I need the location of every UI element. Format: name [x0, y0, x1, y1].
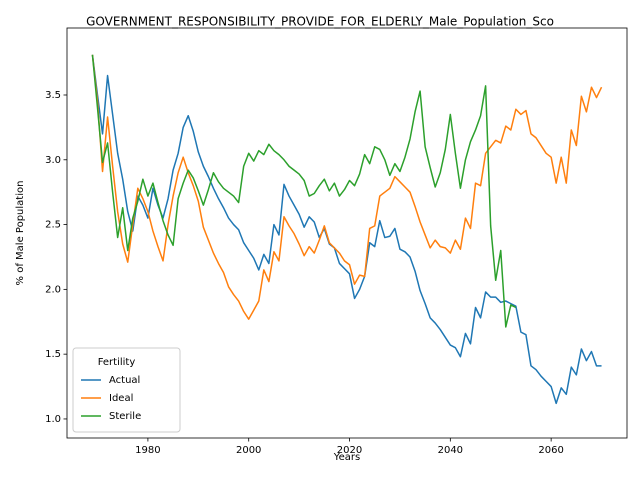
y-tick-label: 3.0 — [45, 155, 61, 166]
x-axis-label: Years — [333, 452, 360, 463]
y-tick-label: 2.5 — [45, 220, 61, 231]
x-tick-label: 1980 — [135, 445, 160, 456]
line-series — [91, 54, 602, 405]
y-tick-label: 1.5 — [45, 349, 61, 360]
x-tick-label: 2040 — [438, 445, 463, 456]
x-tick-label: 2020 — [337, 445, 362, 456]
legend-label: Sterile — [109, 411, 141, 422]
plot-frame — [66, 27, 628, 439]
legend-label: Actual — [109, 375, 140, 386]
legend-title: Fertility — [98, 357, 136, 368]
y-tick-label: 1.0 — [45, 414, 61, 425]
legend-box — [72, 347, 181, 433]
x-tick-label: 2000 — [236, 445, 261, 456]
line-series — [91, 54, 603, 320]
x-tick-label: 2060 — [538, 445, 563, 456]
legend: Fertility Actual Ideal Sterile — [72, 347, 181, 433]
legend-label: Ideal — [109, 393, 133, 404]
y-tick-label: 2.0 — [45, 284, 61, 295]
line-series — [91, 54, 517, 328]
y-tick-label: 3.5 — [45, 90, 61, 101]
y-axis-label: % of Male Population — [15, 181, 26, 286]
chart-title: GOVERNMENT_RESPONSIBILITY_PROVIDE_FOR_EL… — [86, 15, 554, 29]
